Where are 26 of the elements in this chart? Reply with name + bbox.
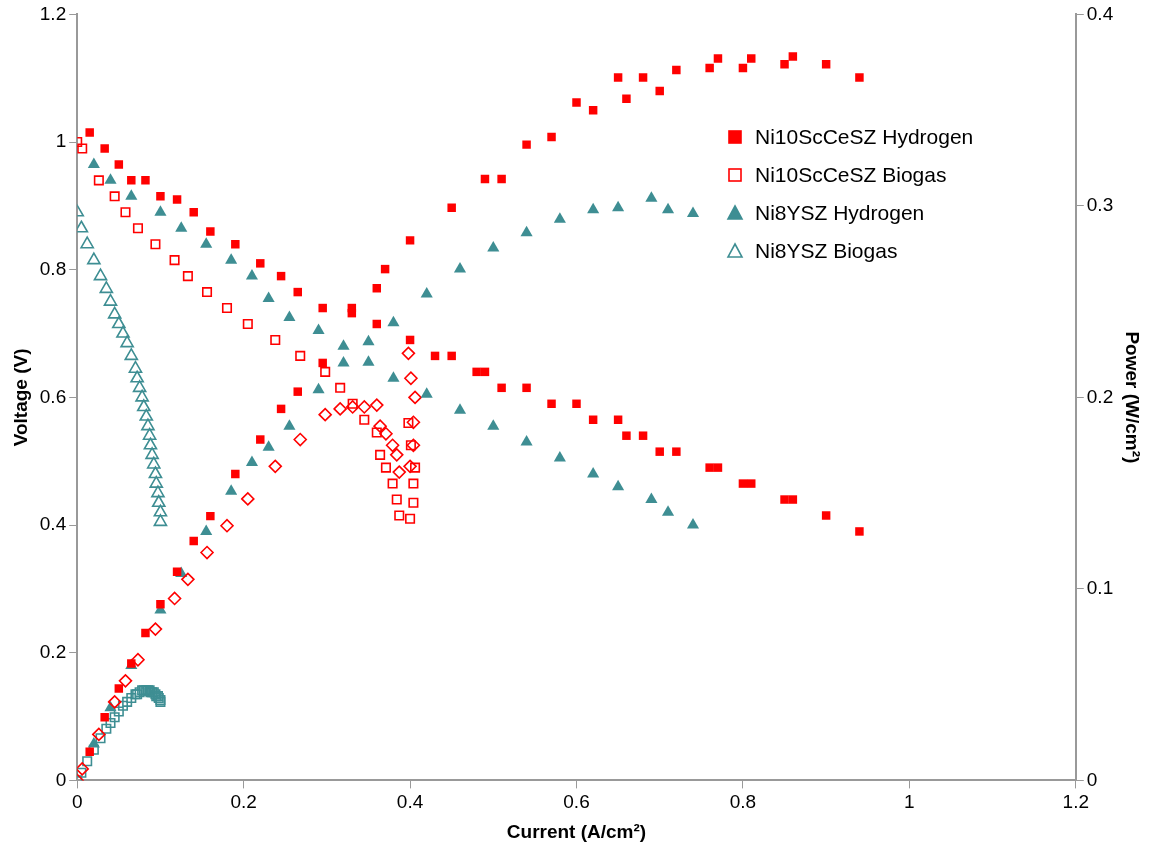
legend-label: Ni8YSZ Biogas [755, 239, 898, 263]
y-tick-label: 1.2 [39, 2, 67, 24]
x-tick-label: 0.6 [563, 791, 590, 813]
legend-label: Ni10ScCeSZ Biogas [755, 163, 947, 187]
y2-tick-label: 0 [1086, 768, 1098, 790]
y-tick-label: 0.8 [39, 257, 67, 279]
y2-tick-label: 0.1 [1086, 577, 1114, 599]
y-tick-label: 0.6 [39, 385, 67, 407]
y2-tick-label: 0.3 [1086, 194, 1114, 216]
legend-label: Ni8YSZ Hydrogen [755, 201, 925, 225]
x-tick-label: 1.2 [1062, 791, 1089, 813]
x-tick-label: 0 [71, 791, 83, 813]
legend-label: Ni10ScCeSZ Hydrogen [755, 125, 974, 149]
x-tick-label: 0.4 [396, 791, 424, 813]
y2-tick-label: 0.4 [1086, 2, 1114, 24]
y2-tick-label: 0.2 [1086, 385, 1114, 407]
x-axis-title: Current (A/cm²) [506, 820, 647, 842]
y-axis-title: Voltage (V) [9, 348, 31, 447]
x-tick-label: 0.8 [729, 791, 757, 813]
x-tick-label: 0.2 [230, 791, 257, 813]
y-tick-label: 1 [55, 130, 67, 152]
x-tick-label: 1 [904, 791, 915, 813]
y-tick-label: 0.2 [39, 640, 67, 662]
y-tick-label: 0.4 [39, 513, 67, 535]
y-tick-label: 0 [55, 768, 67, 790]
y2-axis-title: Power (W/cm²) [1122, 331, 1144, 464]
